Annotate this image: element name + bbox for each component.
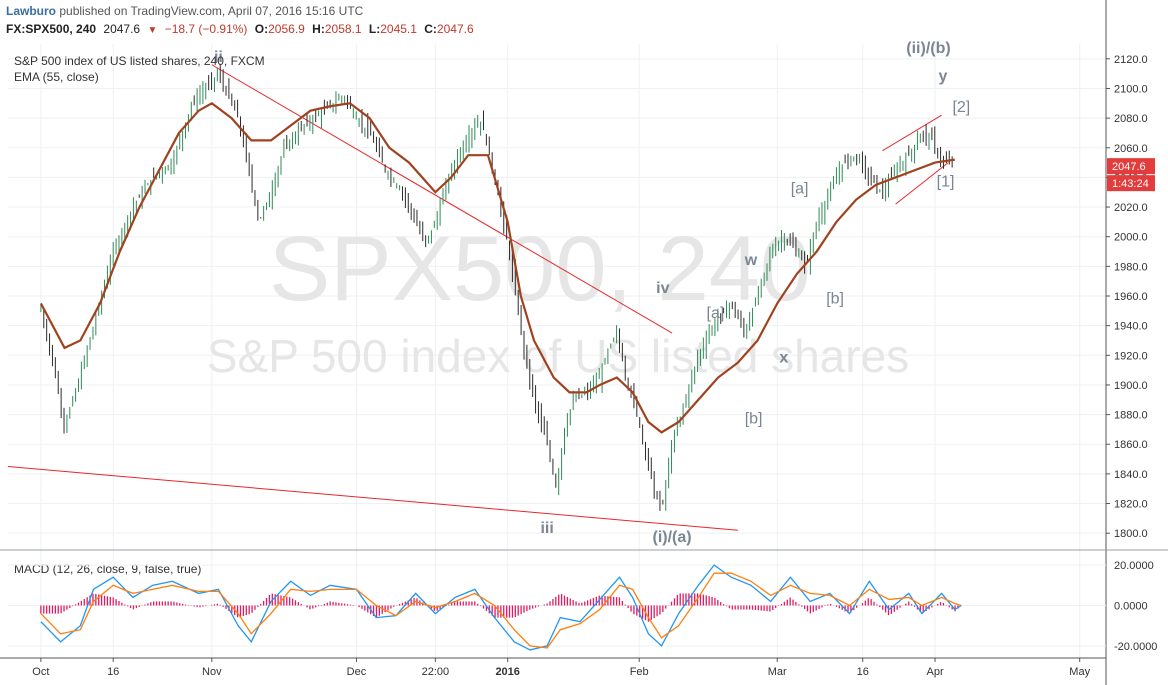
close-value: 2047.6 — [436, 22, 474, 36]
price-tag-label: 2047.6 — [1112, 161, 1146, 173]
ohlc-line: FX:SPX500, 240 2047.6 ▼ −18.7 (−0.91%) O… — [6, 22, 478, 36]
macd-line — [40, 564, 962, 651]
x-tick-label: Nov — [202, 666, 222, 678]
wave-label: [b] — [826, 290, 844, 307]
price-series — [39, 63, 955, 511]
trendline — [211, 64, 673, 334]
y-tick-label: 1860.0 — [1114, 439, 1148, 451]
price-tag — [1107, 158, 1155, 175]
x-tick-label: Dec — [347, 666, 367, 678]
y-tick-label: 2100.0 — [1114, 83, 1148, 95]
wave-label: iv — [656, 280, 669, 297]
macd-legend: MACD (12, 26, close, 9, false, true) — [14, 562, 201, 576]
y-tick-label: 1980.0 — [1114, 261, 1148, 273]
trendline — [895, 162, 949, 205]
watermark: SPX500, 240 S&P 500 index of US listed s… — [207, 218, 909, 382]
y-tick-label: 1820.0 — [1114, 499, 1148, 511]
time-axis[interactable]: Oct 16 Nov Dec 22:00 2016 Feb Mar 16 Apr May — [32, 658, 1091, 678]
wave-labels: iiiiiiv(i)/(a)[a][b]wx[a][b](ii)/(b)y[2]… — [214, 40, 970, 546]
down-arrow-icon: ▼ — [147, 25, 158, 36]
macd-tick-label: -20.0000 — [1114, 641, 1157, 653]
y-tick-label: 1840.0 — [1114, 469, 1148, 481]
ema-legend: EMA (55, close) — [14, 70, 99, 84]
y-tick-label: 2020.0 — [1114, 202, 1148, 214]
y-tick-label: 1900.0 — [1114, 380, 1148, 392]
high-label: H: — [312, 22, 325, 36]
wave-label: ii — [214, 49, 223, 66]
open-label: O: — [254, 22, 269, 36]
chart-title: S&P 500 index of US listed shares, 240, … — [14, 54, 265, 68]
trendlines[interactable] — [7, 64, 949, 531]
x-tick-label: Apr — [926, 666, 943, 678]
y-tick-label: 2000.0 — [1114, 232, 1148, 244]
y-tick-label: 1880.0 — [1114, 410, 1148, 422]
y-tick-label: 1920.0 — [1114, 350, 1148, 362]
macd-tick-label: 20.0000 — [1114, 560, 1154, 572]
x-tick-label: May — [1069, 666, 1090, 678]
ema-line — [39, 101, 955, 434]
y-tick-label: 2120.0 — [1114, 54, 1148, 66]
price-axis[interactable]: 2120.02100.02080.02060.02040.02020.02000… — [1106, 54, 1155, 540]
y-tick-label: 1940.0 — [1114, 321, 1148, 333]
y-tick-label: 1800.0 — [1114, 528, 1148, 540]
publish-line: Lawburo published on TradingView.com, Ap… — [6, 4, 363, 18]
wave-label: w — [744, 252, 758, 269]
open-value: 2056.9 — [268, 22, 305, 36]
macd-signal-line — [40, 572, 962, 649]
low-label: L: — [368, 22, 381, 36]
x-tick-label: 16 — [107, 666, 119, 678]
x-tick-label: Mar — [768, 666, 787, 678]
chart-header: Lawburo published on TradingView.com, Ap… — [0, 0, 1168, 40]
wave-label: [2] — [952, 99, 970, 116]
wave-label: iii — [540, 520, 553, 537]
publish-info: published on TradingView.com, April 07, … — [59, 4, 364, 18]
time-tag-label: 1:43:24 — [1112, 178, 1149, 190]
x-tick-label: 22:00 — [422, 666, 450, 678]
trendline — [882, 114, 942, 152]
macd-tick-label: 0.0000 — [1114, 601, 1148, 613]
macd-pane: MACD (12, 26, close, 9, false, true) 20.0… — [8, 560, 1157, 653]
wave-label: [a] — [707, 305, 725, 322]
y-tick-label: 1960.0 — [1114, 291, 1148, 303]
y-tick-label: 2060.0 — [1114, 143, 1148, 155]
x-tick-label: 2016 — [495, 666, 519, 678]
x-tick-label: Feb — [630, 666, 649, 678]
x-tick-label: 16 — [857, 666, 869, 678]
wave-label: [1] — [937, 173, 955, 190]
last-price: 2047.6 — [103, 22, 141, 36]
trendline — [7, 465, 738, 531]
x-tick-label: Oct — [32, 666, 49, 678]
wave-label: y — [938, 68, 947, 85]
price-change: −18.7 (−0.91%) — [164, 22, 248, 36]
wave-label: [b] — [745, 410, 763, 427]
symbol-label[interactable]: FX:SPX500, 240 — [6, 22, 97, 36]
wave-label: [a] — [791, 181, 809, 198]
watermark-description: S&P 500 index of US listed shares — [207, 330, 909, 382]
close-label: C: — [424, 22, 437, 36]
publisher-name[interactable]: Lawburo — [6, 4, 56, 18]
time-tag — [1107, 175, 1155, 192]
watermark-symbol: SPX500, 240 — [269, 218, 811, 320]
wave-label: (ii)/(b) — [906, 40, 950, 57]
y-tick-label: 2080.0 — [1114, 113, 1148, 125]
low-value: 2045.1 — [380, 22, 417, 36]
high-value: 2058.1 — [324, 22, 362, 36]
wave-label: (i)/(a) — [653, 529, 692, 546]
wave-label: x — [779, 350, 788, 367]
